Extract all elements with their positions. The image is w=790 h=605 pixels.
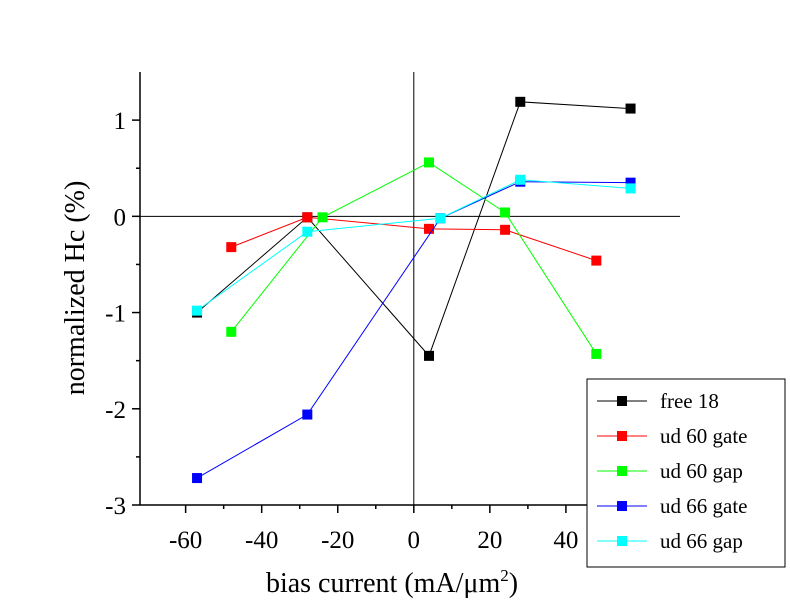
zero-lines [140,72,680,505]
data-point [424,223,435,234]
y-ticks: 1 0 -1 -2 -3 [105,108,140,520]
legend-swatch-marker [617,501,627,511]
data-point [317,212,328,223]
legend-swatch-marker [617,431,627,441]
legend-item: ud 60 gap [597,459,743,483]
data-point [625,183,636,194]
data-point [435,213,446,224]
data-point [192,473,203,484]
x-axis-title: bias current (mA/μm2) [266,566,518,599]
x-tick-label: 0 [408,527,421,554]
data-point [192,305,203,316]
data-point [625,177,636,188]
data-point [515,174,526,185]
y-tick-label: -3 [105,493,126,520]
series-3 [226,157,602,359]
data-point [302,226,313,237]
y-tick-label: -1 [105,301,126,328]
data-point [226,242,237,253]
data-point [302,212,313,223]
legend-label: ud 60 gate [660,424,747,448]
legend-item: ud 60 gate [597,424,747,448]
series-2 [226,212,602,266]
x-tick-label: -40 [245,527,278,554]
legend-label: ud 66 gate [660,494,747,518]
legend-swatch-marker [617,536,627,546]
y-tick-label: 0 [114,204,127,231]
x-tick-label: -60 [169,527,202,554]
data-point [424,157,435,168]
x-tick-label: -20 [321,527,354,554]
legend-label: ud 66 gap [660,529,743,553]
series-group [192,96,636,484]
legend: free 18 ud 60 gate ud 60 gap ud 66 gate ud 6… [586,378,786,568]
data-point [424,350,435,361]
data-point [591,255,602,266]
legend-swatch-marker [617,396,627,406]
legend-item: ud 66 gap [597,529,743,553]
data-point [500,207,511,218]
data-point [500,224,511,235]
y-axis-title: normalized Hc (%) [60,181,91,396]
x-ticks: -60 -40 -20 0 20 40 [169,505,578,554]
legend-label: ud 60 gap [660,459,743,483]
legend-item: ud 66 gate [597,494,747,518]
data-point [515,96,526,107]
legend-item: free 18 [597,389,719,413]
y-tick-label: 1 [114,108,127,135]
x-tick-label: 20 [477,527,502,554]
x-tick-label: 40 [553,527,578,554]
series-5 [192,174,636,316]
data-point [226,326,237,337]
data-point [625,103,636,114]
data-point [302,409,313,420]
legend-label: free 18 [660,389,719,413]
data-point [591,348,602,359]
y-tick-label: -2 [105,397,126,424]
legend-swatch-marker [617,466,627,476]
